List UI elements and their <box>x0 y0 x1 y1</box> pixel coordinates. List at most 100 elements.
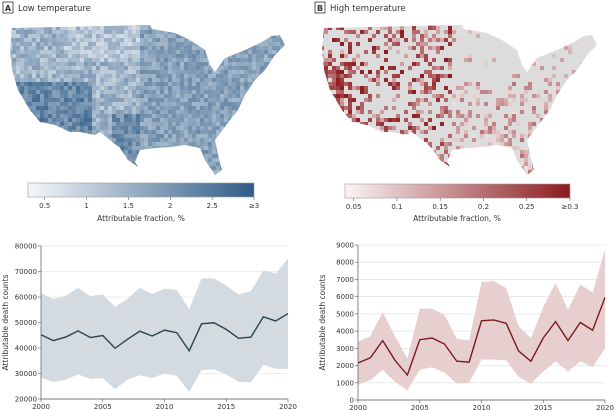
map-cell <box>464 42 469 47</box>
map-cell <box>168 26 173 31</box>
map-cell <box>208 158 213 163</box>
map-cell <box>104 142 109 147</box>
map-cell <box>488 58 493 63</box>
map-cell <box>108 158 113 163</box>
map-cell <box>236 102 241 107</box>
map-cell <box>488 82 493 87</box>
map-cell <box>224 38 229 43</box>
map-cell <box>560 66 565 71</box>
map-cell <box>100 146 105 151</box>
map-cell <box>472 54 477 59</box>
map-cell <box>548 50 553 55</box>
map-cell <box>92 122 97 127</box>
map-cell <box>568 66 573 71</box>
map-cell <box>100 138 105 143</box>
map-cell <box>364 138 369 143</box>
map-cell <box>124 122 129 127</box>
map-cell <box>260 174 265 175</box>
map-cell <box>228 34 233 39</box>
map-cell <box>524 98 529 103</box>
map-cell <box>376 34 381 39</box>
map-cell <box>220 70 225 75</box>
map-cell <box>468 94 473 99</box>
map-cell <box>476 30 481 35</box>
map-cell <box>188 34 193 39</box>
map-cell <box>516 78 521 83</box>
map-cell <box>268 154 273 159</box>
map-cell <box>584 25 589 27</box>
map-cell <box>496 134 501 139</box>
map-cell <box>468 110 473 115</box>
map-cell <box>128 38 133 43</box>
map-cell <box>440 106 445 111</box>
map-cell <box>528 138 533 143</box>
map-cell <box>284 150 285 155</box>
map-cell <box>44 86 49 91</box>
map-cell <box>572 74 577 79</box>
map-cell <box>76 30 81 35</box>
map-cell <box>260 62 265 67</box>
map-cell <box>468 114 473 119</box>
map-cell <box>64 114 69 119</box>
map-cell <box>360 110 365 115</box>
map-cell <box>408 102 413 107</box>
map-cell <box>552 25 557 27</box>
map-cell <box>28 42 33 47</box>
map-cell <box>72 130 77 135</box>
map-cell <box>36 142 41 147</box>
map-cell <box>484 102 489 107</box>
map-cell <box>484 26 489 31</box>
map-cell <box>88 174 93 175</box>
map-cell <box>92 162 97 167</box>
map-cell <box>188 70 193 75</box>
map-cell <box>56 106 61 111</box>
map-cell <box>424 38 429 43</box>
map-cell <box>80 54 85 59</box>
panel-letter: A <box>5 4 12 13</box>
map-cell <box>380 142 385 147</box>
map-cell <box>152 126 157 131</box>
map-cell <box>92 58 97 63</box>
map-cell <box>164 174 169 175</box>
map-cell <box>248 74 253 79</box>
map-cell <box>88 150 93 155</box>
map-cell <box>184 122 189 127</box>
map-cell <box>244 126 249 131</box>
map-cell <box>452 118 457 123</box>
map-cell <box>228 142 233 147</box>
map-cell <box>140 94 145 99</box>
map-cell <box>484 78 489 83</box>
map-cell <box>176 58 181 63</box>
map-cell <box>56 102 61 107</box>
map-cell <box>476 62 481 67</box>
map-cell <box>92 106 97 111</box>
map-cell <box>80 30 85 35</box>
map-cell <box>112 70 117 75</box>
map-cell <box>288 158 292 162</box>
map-cell <box>600 46 604 50</box>
map-cell <box>108 138 113 143</box>
map-cell <box>68 162 73 167</box>
map-cell <box>140 138 145 143</box>
map-cell <box>10 174 13 175</box>
map-cell <box>48 50 53 55</box>
map-cell <box>412 82 417 87</box>
map-cell <box>428 106 433 111</box>
map-cell <box>448 58 453 63</box>
map-cell <box>136 42 141 47</box>
map-cell <box>212 106 217 111</box>
map-cell <box>244 150 249 155</box>
map-cell <box>164 118 169 123</box>
map-cell <box>120 82 125 87</box>
map-cell <box>404 26 409 31</box>
map-cell <box>124 58 129 63</box>
map-cell <box>144 86 149 91</box>
map-cell <box>572 66 577 71</box>
map-cell <box>84 42 89 47</box>
map-cell <box>380 62 385 67</box>
map-cell <box>322 54 325 59</box>
map-cell <box>104 90 109 95</box>
map-cell <box>528 70 533 75</box>
map-cell <box>396 114 401 119</box>
map-cell <box>364 25 369 27</box>
